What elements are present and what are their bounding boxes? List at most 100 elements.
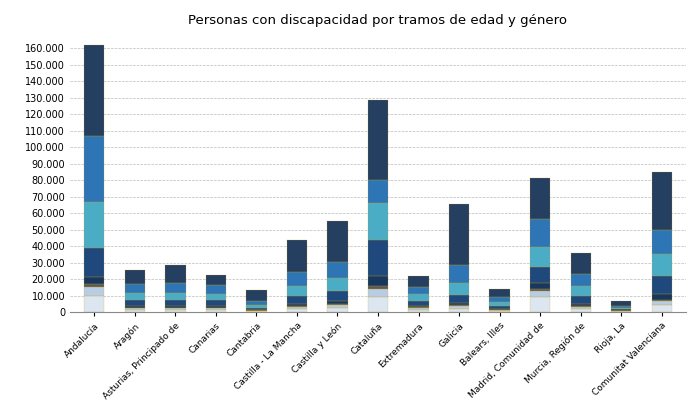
Bar	[611, 301, 631, 306]
Bar	[652, 172, 672, 230]
Bar	[408, 306, 428, 307]
Bar	[408, 301, 428, 306]
Bar	[328, 306, 348, 308]
Bar	[368, 276, 388, 286]
Bar	[530, 219, 550, 247]
Bar	[652, 254, 672, 276]
Bar	[84, 287, 104, 296]
Bar	[206, 306, 226, 308]
Bar	[570, 274, 591, 286]
Bar	[530, 289, 550, 292]
Bar	[287, 296, 307, 304]
Bar	[165, 306, 186, 308]
Bar	[125, 308, 145, 310]
Bar	[125, 284, 145, 293]
Bar	[368, 297, 388, 312]
Bar	[408, 308, 428, 310]
Bar	[368, 286, 388, 289]
Bar	[530, 219, 550, 247]
Bar	[287, 286, 307, 296]
Bar	[165, 300, 186, 306]
Bar	[652, 254, 672, 276]
Bar	[570, 309, 591, 312]
Bar	[125, 310, 145, 312]
Bar	[530, 297, 550, 312]
Bar	[84, 202, 104, 248]
Bar	[489, 297, 510, 302]
Bar	[328, 301, 348, 304]
Bar	[530, 267, 550, 283]
Bar	[84, 296, 104, 312]
Bar	[206, 300, 226, 306]
Bar	[570, 304, 591, 306]
Bar	[125, 310, 145, 312]
Bar	[206, 306, 226, 308]
Bar	[489, 302, 510, 306]
Bar	[368, 289, 388, 297]
Bar	[206, 300, 226, 306]
Bar	[84, 296, 104, 312]
Bar	[489, 302, 510, 306]
Bar	[84, 45, 104, 136]
Bar	[206, 285, 226, 294]
Bar	[287, 304, 307, 306]
Bar	[206, 310, 226, 312]
Bar	[408, 301, 428, 306]
Bar	[449, 303, 469, 306]
Bar	[530, 247, 550, 267]
Bar	[489, 289, 510, 297]
Bar	[611, 306, 631, 308]
Bar	[206, 294, 226, 300]
Bar	[611, 308, 631, 309]
Bar	[449, 295, 469, 303]
Bar	[328, 278, 348, 291]
Bar	[287, 309, 307, 312]
Bar	[570, 309, 591, 312]
Bar	[368, 289, 388, 297]
Bar	[652, 300, 672, 301]
Bar	[530, 247, 550, 267]
Bar	[449, 309, 469, 312]
Bar	[652, 276, 672, 294]
Bar	[408, 308, 428, 310]
Bar	[408, 310, 428, 312]
Bar	[125, 308, 145, 310]
Bar	[570, 304, 591, 306]
Bar	[449, 306, 469, 309]
Bar	[246, 311, 267, 312]
Bar	[125, 300, 145, 306]
Bar	[165, 265, 186, 283]
Bar	[328, 278, 348, 291]
Bar	[165, 283, 186, 293]
Bar	[368, 286, 388, 289]
Bar	[246, 308, 267, 310]
Bar	[368, 240, 388, 276]
Bar	[652, 294, 672, 300]
Bar	[125, 306, 145, 308]
Bar	[530, 297, 550, 312]
Bar	[408, 287, 428, 294]
Bar	[611, 301, 631, 306]
Bar	[449, 309, 469, 312]
Bar	[287, 240, 307, 272]
Bar	[165, 306, 186, 308]
Bar	[408, 306, 428, 307]
Bar	[206, 308, 226, 310]
Bar	[449, 283, 469, 295]
Bar	[287, 306, 307, 307]
Bar	[368, 203, 388, 240]
Bar	[652, 306, 672, 312]
Bar	[449, 283, 469, 295]
Bar	[84, 278, 104, 284]
Bar	[246, 301, 267, 305]
Bar	[611, 309, 631, 310]
Bar	[287, 296, 307, 304]
Bar	[368, 100, 388, 180]
Bar	[287, 307, 307, 309]
Bar	[328, 304, 348, 306]
Bar	[489, 310, 510, 311]
Bar	[287, 272, 307, 286]
Bar	[246, 305, 267, 308]
Bar	[328, 291, 348, 301]
Bar	[368, 100, 388, 180]
